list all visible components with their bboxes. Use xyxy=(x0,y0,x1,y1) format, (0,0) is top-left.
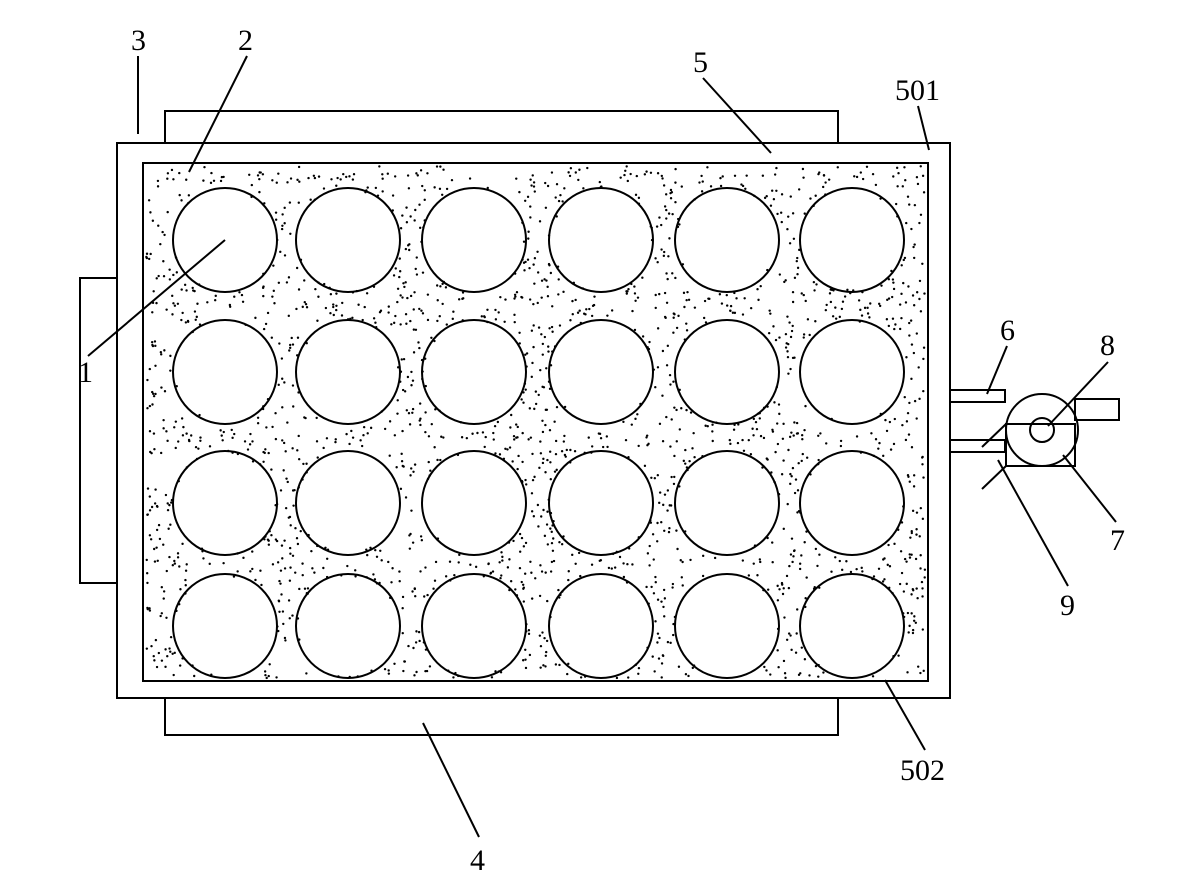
callout-label-7: 7 xyxy=(1110,524,1125,557)
leader-line-2 xyxy=(189,56,247,172)
grid-circle xyxy=(173,320,277,424)
callout-label-4: 4 xyxy=(470,844,485,877)
callout-label-8: 8 xyxy=(1100,329,1115,362)
grid-circle xyxy=(675,188,779,292)
callout-label-5: 5 xyxy=(693,46,708,79)
grid-circle xyxy=(549,188,653,292)
grid-circle xyxy=(422,188,526,292)
callout-label-502: 502 xyxy=(900,754,945,787)
grid-circle xyxy=(422,451,526,555)
leader-line-1 xyxy=(88,240,225,356)
grid-circle xyxy=(675,574,779,678)
grid-circle xyxy=(549,320,653,424)
callout-label-1: 1 xyxy=(78,356,93,389)
blower-body xyxy=(1006,424,1075,466)
leader-line-502 xyxy=(885,680,925,750)
callout-label-501: 501 xyxy=(895,74,940,107)
callout-label-9: 9 xyxy=(1060,589,1075,622)
grid-circle xyxy=(296,188,400,292)
grid-circle xyxy=(296,451,400,555)
grid-circle xyxy=(296,574,400,678)
leader-line-4 xyxy=(423,723,479,837)
stipple-fill xyxy=(145,165,926,679)
grid-circle xyxy=(800,574,904,678)
leader-line-5 xyxy=(703,78,771,153)
leader-line-8 xyxy=(1048,362,1108,426)
grid-circle xyxy=(675,320,779,424)
grid-circle xyxy=(549,451,653,555)
grid-circle xyxy=(675,451,779,555)
grid-circle xyxy=(549,574,653,678)
blower-outlet-top xyxy=(950,390,1005,402)
grid-circle xyxy=(800,320,904,424)
grid-circle xyxy=(422,320,526,424)
bottom-tab xyxy=(165,698,838,735)
leader-line-9 xyxy=(998,460,1068,586)
grid-circle xyxy=(800,188,904,292)
grid-circle xyxy=(800,451,904,555)
left-tab xyxy=(80,278,117,583)
grid-circle xyxy=(173,451,277,555)
blower-flap-top xyxy=(982,424,1006,447)
callout-label-3: 3 xyxy=(131,24,146,57)
blower-scroll-inner xyxy=(1030,418,1054,442)
grid-circle xyxy=(173,574,277,678)
grid-circle xyxy=(296,320,400,424)
callout-label-6: 6 xyxy=(1000,314,1015,347)
inner-rect xyxy=(143,163,928,681)
callout-label-2: 2 xyxy=(238,24,253,57)
blower-outlet-bottom xyxy=(950,440,1005,452)
grid-circle xyxy=(422,574,526,678)
leader-line-7 xyxy=(1063,455,1116,522)
blower-duct xyxy=(1075,399,1119,420)
circle-grid xyxy=(173,188,904,678)
leader-line-6 xyxy=(987,346,1007,394)
